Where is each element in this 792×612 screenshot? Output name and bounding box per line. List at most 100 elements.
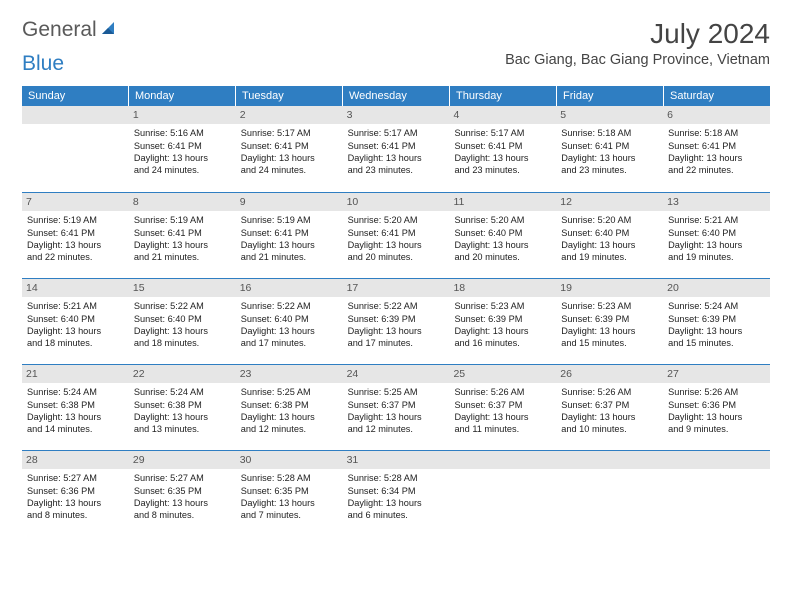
- day-details: Sunrise: 5:26 AMSunset: 6:37 PMDaylight:…: [454, 386, 551, 436]
- day-cell: 16Sunrise: 5:22 AMSunset: 6:40 PMDayligh…: [236, 278, 343, 364]
- day-cell: 29Sunrise: 5:27 AMSunset: 6:35 PMDayligh…: [129, 450, 236, 536]
- weekday-header: Sunday: [22, 86, 129, 106]
- day-cell: 24 Sunrise: 5:25 AMSunset: 6:37 PMDayligh…: [343, 364, 450, 450]
- day-number: 31: [343, 450, 450, 469]
- day-cell: 6 Sunrise: 5:18 AMSunset: 6:41 PMDaylight…: [663, 106, 770, 192]
- day-number: 28: [22, 450, 129, 469]
- day-number: 30: [236, 450, 343, 469]
- day-cell: 27 Sunrise: 5:26 AMSunset: 6:36 PMDayligh…: [663, 364, 770, 450]
- day-number: 23: [236, 364, 343, 383]
- day-cell: 20 Sunrise: 5:24 AMSunset: 6:39 PMDayligh…: [663, 278, 770, 364]
- day-number: 25: [449, 364, 556, 383]
- day-cell: 17 Sunrise: 5:22 AMSunset: 6:39 PMDayligh…: [343, 278, 450, 364]
- day-cell: 4Sunrise: 5:17 AMSunset: 6:41 PMDaylight…: [449, 106, 556, 192]
- weekday-header-row: SundayMondayTuesdayWednesdayThursdayFrid…: [22, 86, 770, 106]
- day-details: Sunrise: 5:24 AMSunset: 6:38 PMDaylight:…: [27, 386, 124, 436]
- week-row: 14 Sunrise: 5:21 AMSunset: 6:40 PMDayligh…: [22, 278, 770, 364]
- day-cell: 15 Sunrise: 5:22 AMSunset: 6:40 PMDayligh…: [129, 278, 236, 364]
- day-number: 5: [556, 106, 663, 124]
- day-details: Sunrise: 5:22 AMSunset: 6:40 PMDaylight:…: [134, 300, 231, 350]
- day-number: 2: [236, 106, 343, 124]
- day-number: 10: [343, 192, 450, 211]
- day-number: 8: [129, 192, 236, 211]
- day-number: 4: [449, 106, 556, 124]
- day-cell: 2 Sunrise: 5:17 AMSunset: 6:41 PMDaylight…: [236, 106, 343, 192]
- day-cell: 3 Sunrise: 5:17 AMSunset: 6:41 PMDaylight…: [343, 106, 450, 192]
- day-cell: 25 Sunrise: 5:26 AMSunset: 6:37 PMDayligh…: [449, 364, 556, 450]
- day-cell: 11Sunrise: 5:20 AMSunset: 6:40 PMDayligh…: [449, 192, 556, 278]
- day-details: Sunrise: 5:21 AMSunset: 6:40 PMDaylight:…: [668, 214, 765, 264]
- week-row: 21 Sunrise: 5:24 AMSunset: 6:38 PMDayligh…: [22, 364, 770, 450]
- day-number: 17: [343, 278, 450, 297]
- weekday-header: Wednesday: [343, 86, 450, 106]
- day-details: Sunrise: 5:22 AMSunset: 6:39 PMDaylight:…: [348, 300, 445, 350]
- weekday-header: Saturday: [664, 86, 770, 106]
- day-cell: 1 Sunrise: 5:16 AMSunset: 6:41 PMDaylight…: [129, 106, 236, 192]
- day-number: 22: [129, 364, 236, 383]
- day-details: Sunrise: 5:24 AMSunset: 6:39 PMDaylight:…: [668, 300, 765, 350]
- logo-word2: Blue: [22, 52, 64, 76]
- day-number: 14: [22, 278, 129, 297]
- day-cell: 26 Sunrise: 5:26 AMSunset: 6:37 PMDayligh…: [556, 364, 663, 450]
- day-number: 16: [236, 278, 343, 297]
- day-details: Sunrise: 5:26 AMSunset: 6:37 PMDaylight:…: [561, 386, 658, 436]
- day-details: Sunrise: 5:19 AMSunset: 6:41 PMDaylight:…: [241, 214, 338, 264]
- weekday-header: Thursday: [450, 86, 557, 106]
- day-details: Sunrise: 5:20 AMSunset: 6:40 PMDaylight:…: [454, 214, 551, 264]
- empty-cell: [556, 450, 663, 536]
- day-number: 1: [129, 106, 236, 124]
- day-number: 26: [556, 364, 663, 383]
- empty-cell: [449, 450, 556, 536]
- day-details: Sunrise: 5:18 AMSunset: 6:41 PMDaylight:…: [668, 127, 765, 177]
- day-cell: 21 Sunrise: 5:24 AMSunset: 6:38 PMDayligh…: [22, 364, 129, 450]
- day-cell: 31 Sunrise: 5:28 AMSunset: 6:34 PMDayligh…: [343, 450, 450, 536]
- day-details: Sunrise: 5:24 AMSunset: 6:38 PMDaylight:…: [134, 386, 231, 436]
- day-cell: 8 Sunrise: 5:19 AMSunset: 6:41 PMDaylight…: [129, 192, 236, 278]
- day-cell: 19Sunrise: 5:23 AMSunset: 6:39 PMDayligh…: [556, 278, 663, 364]
- month-title: July 2024: [505, 18, 770, 50]
- day-details: Sunrise: 5:21 AMSunset: 6:40 PMDaylight:…: [27, 300, 124, 350]
- day-number: 24: [343, 364, 450, 383]
- day-cell: 9 Sunrise: 5:19 AMSunset: 6:41 PMDaylight…: [236, 192, 343, 278]
- weekday-header: Friday: [557, 86, 664, 106]
- day-number: 12: [556, 192, 663, 211]
- day-details: Sunrise: 5:16 AMSunset: 6:41 PMDaylight:…: [134, 127, 231, 177]
- logo: General: [22, 18, 120, 42]
- week-row: 1 Sunrise: 5:16 AMSunset: 6:41 PMDaylight…: [22, 106, 770, 192]
- day-cell: 5Sunrise: 5:18 AMSunset: 6:41 PMDaylight…: [556, 106, 663, 192]
- week-row: 7 Sunrise: 5:19 AMSunset: 6:41 PMDaylight…: [22, 192, 770, 278]
- day-details: Sunrise: 5:25 AMSunset: 6:38 PMDaylight:…: [241, 386, 338, 436]
- weekday-header: Monday: [129, 86, 236, 106]
- day-details: Sunrise: 5:23 AMSunset: 6:39 PMDaylight:…: [454, 300, 551, 350]
- day-cell: 12Sunrise: 5:20 AMSunset: 6:40 PMDayligh…: [556, 192, 663, 278]
- day-cell: 28Sunrise: 5:27 AMSunset: 6:36 PMDayligh…: [22, 450, 129, 536]
- day-details: Sunrise: 5:28 AMSunset: 6:34 PMDaylight:…: [348, 472, 445, 522]
- logo-word1: General: [22, 18, 97, 42]
- day-details: Sunrise: 5:26 AMSunset: 6:36 PMDaylight:…: [668, 386, 765, 436]
- day-cell: 23 Sunrise: 5:25 AMSunset: 6:38 PMDayligh…: [236, 364, 343, 450]
- empty-cell: [663, 450, 770, 536]
- day-details: Sunrise: 5:19 AMSunset: 6:41 PMDaylight:…: [134, 214, 231, 264]
- day-number: 27: [663, 364, 770, 383]
- day-details: Sunrise: 5:17 AMSunset: 6:41 PMDaylight:…: [348, 127, 445, 177]
- calendar: SundayMondayTuesdayWednesdayThursdayFrid…: [22, 86, 770, 536]
- day-details: Sunrise: 5:25 AMSunset: 6:37 PMDaylight:…: [348, 386, 445, 436]
- day-number: 18: [449, 278, 556, 297]
- day-number: 20: [663, 278, 770, 297]
- day-number: 19: [556, 278, 663, 297]
- day-cell: 7 Sunrise: 5:19 AMSunset: 6:41 PMDaylight…: [22, 192, 129, 278]
- day-number: 6: [663, 106, 770, 124]
- day-number: 21: [22, 364, 129, 383]
- day-details: Sunrise: 5:19 AMSunset: 6:41 PMDaylight:…: [27, 214, 124, 264]
- day-number: 7: [22, 192, 129, 211]
- day-cell: 22 Sunrise: 5:24 AMSunset: 6:38 PMDayligh…: [129, 364, 236, 450]
- day-number: 15: [129, 278, 236, 297]
- day-number: 3: [343, 106, 450, 124]
- day-cell: 10Sunrise: 5:20 AMSunset: 6:41 PMDayligh…: [343, 192, 450, 278]
- logo-sail-icon: [100, 20, 118, 41]
- day-number: 29: [129, 450, 236, 469]
- day-cell: 13Sunrise: 5:21 AMSunset: 6:40 PMDayligh…: [663, 192, 770, 278]
- day-number: 9: [236, 192, 343, 211]
- day-details: Sunrise: 5:17 AMSunset: 6:41 PMDaylight:…: [241, 127, 338, 177]
- day-cell: 30Sunrise: 5:28 AMSunset: 6:35 PMDayligh…: [236, 450, 343, 536]
